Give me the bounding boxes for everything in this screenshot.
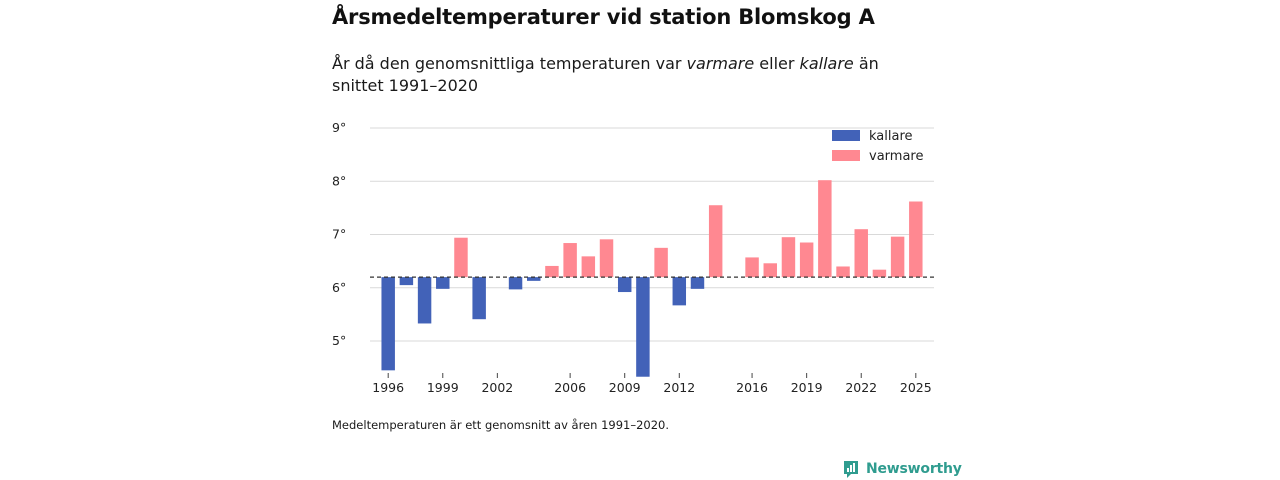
y-tick-label: 8° — [332, 173, 346, 188]
chart-footnote: Medeltemperaturen är ett genomsnitt av å… — [332, 418, 670, 432]
y-tick-label: 5° — [332, 333, 346, 348]
x-tick-label: 2006 — [554, 380, 586, 395]
subtitle-warm-term: varmare — [686, 54, 755, 73]
newsworthy-logo-icon — [844, 461, 858, 478]
brand-logo: Newsworthy — [842, 458, 962, 480]
bar-kallare — [617, 277, 632, 293]
bar-varmare — [890, 236, 905, 278]
bar-kallare — [690, 277, 705, 289]
legend-swatch-varmare — [832, 150, 860, 161]
bar-varmare — [563, 243, 577, 278]
bar-varmare — [872, 269, 887, 278]
bar-kallare — [472, 277, 486, 320]
bar-varmare — [854, 229, 868, 278]
bar-kallare — [436, 277, 450, 289]
bar-varmare — [654, 247, 668, 278]
bar-varmare — [708, 205, 723, 278]
legend-swatch-kallare — [832, 130, 860, 141]
y-tick-label: 6° — [332, 280, 346, 295]
bar-kallare — [381, 277, 395, 371]
bar-kallare — [636, 277, 650, 377]
bar-kallare — [527, 277, 541, 281]
bar-varmare — [818, 180, 832, 278]
bar-varmare — [763, 263, 777, 278]
bar-varmare — [836, 266, 850, 278]
bar-varmare — [599, 239, 614, 278]
bar-varmare — [781, 237, 796, 278]
bar-varmare — [799, 242, 814, 278]
y-tick-label: 9° — [332, 120, 346, 135]
chart-subtitle: År då den genomsnittliga temperaturen va… — [332, 53, 932, 97]
x-tick-label: 2016 — [736, 380, 768, 395]
subtitle-cold-term: kallare — [799, 54, 854, 73]
x-tick-label: 2022 — [845, 380, 877, 395]
x-tick-label: 2012 — [663, 380, 695, 395]
bar-kallare — [399, 277, 414, 286]
x-tick-label: 1996 — [372, 380, 404, 395]
subtitle-mid: eller — [754, 54, 800, 73]
x-tick-label: 2009 — [609, 380, 641, 395]
subtitle-suffix: än snittet 1991–2020 — [332, 54, 879, 95]
bar-varmare — [545, 265, 559, 278]
bar-varmare — [745, 257, 759, 278]
bar-kallare — [417, 277, 432, 324]
subtitle-prefix: År då den genomsnittliga temperaturen va… — [332, 54, 687, 73]
y-tick-label: 7° — [332, 227, 346, 242]
x-tick-label: 1999 — [427, 380, 459, 395]
bar-kallare — [672, 277, 687, 306]
legend-label-kallare: kallare — [869, 129, 913, 144]
bar-varmare — [581, 256, 596, 278]
brand-name: Newsworthy — [866, 461, 962, 477]
bar-varmare — [454, 237, 468, 278]
chart-title: Årsmedeltemperaturer vid station Blomsko… — [332, 5, 875, 29]
temperature-bar-chart: 5° 6° 7° 8° 9° 1996 1999 2002 2006 2009 2012 2016 20… — [332, 120, 934, 395]
x-tick-label: 2002 — [481, 380, 513, 395]
x-tick-label: 2025 — [900, 380, 932, 395]
legend-label-varmare: varmare — [869, 149, 923, 164]
chart-card: Årsmedeltemperaturer vid station Blomsko… — [332, 0, 962, 480]
bar-kallare — [508, 277, 523, 290]
bar-varmare — [909, 201, 923, 278]
x-tick-label: 2019 — [791, 380, 823, 395]
